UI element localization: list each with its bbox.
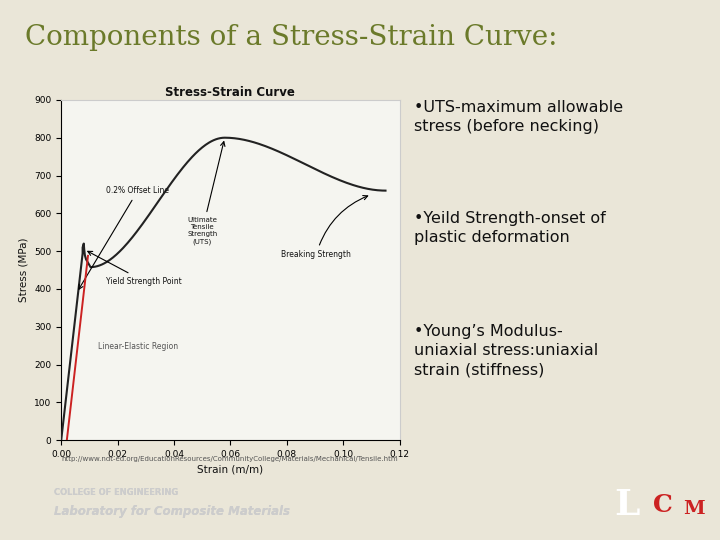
Text: COLLEGE OF ENGINEERING: COLLEGE OF ENGINEERING xyxy=(54,488,179,497)
X-axis label: Strain (m/m): Strain (m/m) xyxy=(197,464,264,474)
Text: •Young’s Modulus-
uniaxial stress:uniaxial
strain (stiffness): •Young’s Modulus- uniaxial stress:uniaxi… xyxy=(414,324,598,377)
Text: Laboratory for Composite Materials: Laboratory for Composite Materials xyxy=(54,505,290,518)
Y-axis label: Stress (MPa): Stress (MPa) xyxy=(19,238,29,302)
Title: Stress-Strain Curve: Stress-Strain Curve xyxy=(166,86,295,99)
Text: http://www.ndt-ed.org/EducationResources/CommunityCollege/Materials/Mechanical/T: http://www.ndt-ed.org/EducationResources… xyxy=(61,456,398,462)
Text: •UTS-maximum allowable
stress (before necking): •UTS-maximum allowable stress (before ne… xyxy=(414,100,623,134)
Text: Components of a Stress-Strain Curve:: Components of a Stress-Strain Curve: xyxy=(25,24,558,51)
Text: Breaking Strength: Breaking Strength xyxy=(282,195,368,259)
Text: COLLEGE OF ENGINEERING: COLLEGE OF ENGINEERING xyxy=(54,488,179,497)
Text: M: M xyxy=(683,500,705,518)
Text: •Yeild Strength-onset of
plastic deformation: •Yeild Strength-onset of plastic deforma… xyxy=(414,211,606,245)
Text: 0.2% Offset Line: 0.2% Offset Line xyxy=(78,186,169,289)
Text: C: C xyxy=(653,493,673,517)
Text: L: L xyxy=(614,488,639,522)
Text: Yield Strength Point: Yield Strength Point xyxy=(88,251,182,286)
Text: Linear-Elastic Region: Linear-Elastic Region xyxy=(98,342,178,352)
Text: Laboratory for Composite Materials: Laboratory for Composite Materials xyxy=(54,505,290,518)
Text: Ultimate
Tensile
Strength
(UTS): Ultimate Tensile Strength (UTS) xyxy=(187,141,225,245)
